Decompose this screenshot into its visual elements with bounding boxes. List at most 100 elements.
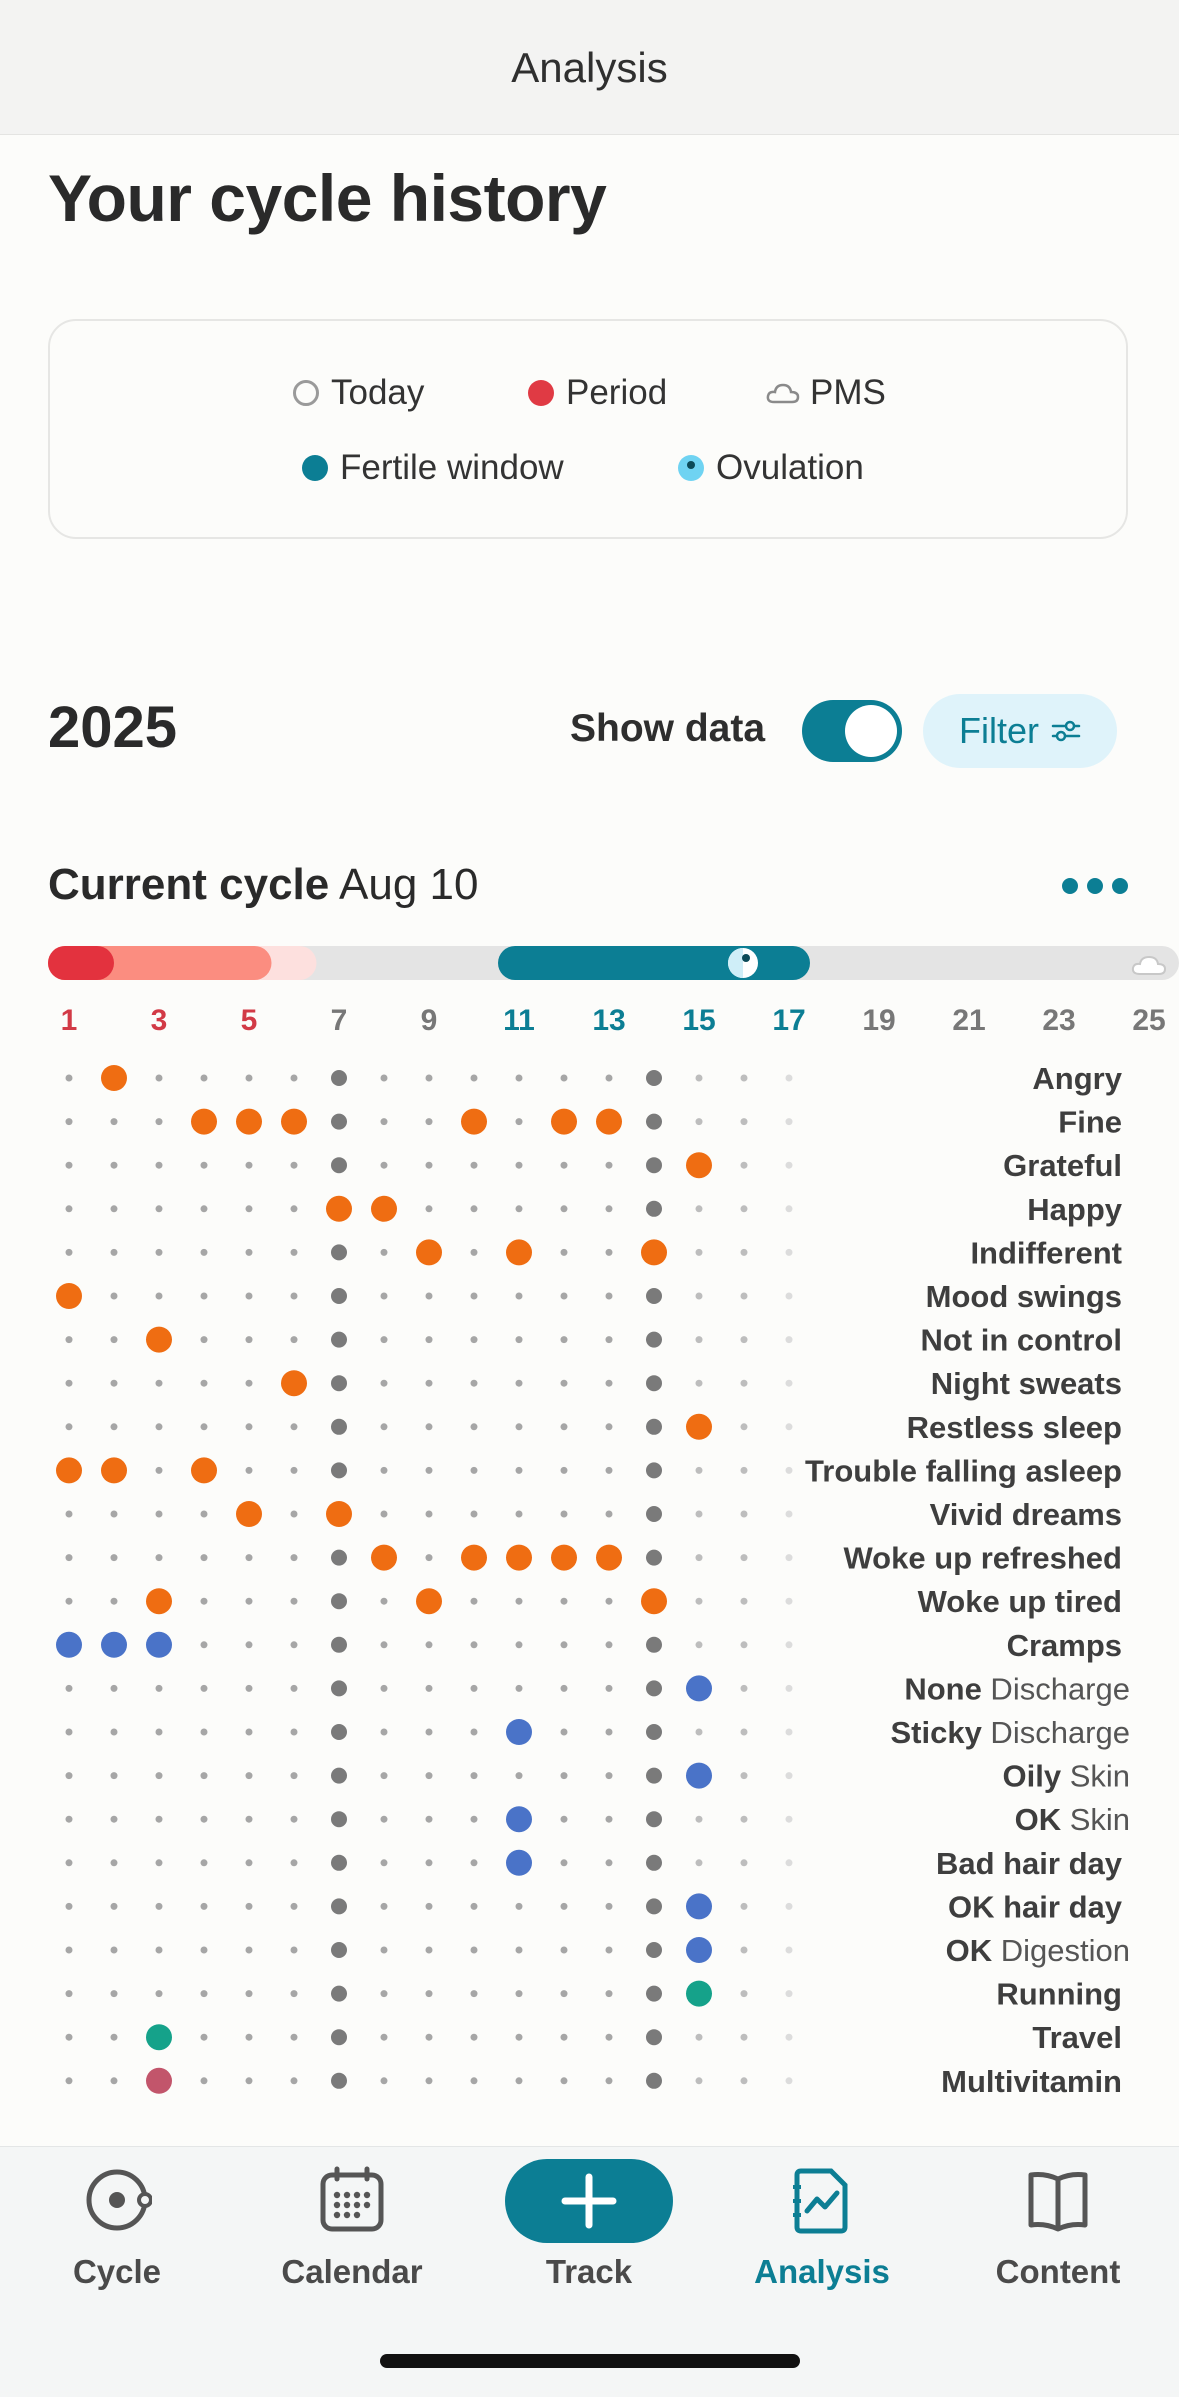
empty-dot <box>605 1772 613 1780</box>
empty-dot <box>200 1510 208 1518</box>
empty-dot <box>470 1248 478 1256</box>
empty-dot <box>290 1815 298 1823</box>
empty-dot <box>740 1510 748 1518</box>
fertile-segment <box>498 946 810 980</box>
data-point <box>506 1849 532 1876</box>
empty-dot <box>380 1510 388 1518</box>
data-point <box>641 1588 667 1615</box>
data-point <box>551 1544 577 1571</box>
data-point <box>686 1413 712 1440</box>
empty-dot <box>380 1074 388 1082</box>
row-label: Travel <box>1032 2020 1122 2055</box>
marker-dot <box>646 1767 662 1784</box>
empty-dot <box>110 1684 118 1692</box>
empty-dot <box>290 1336 298 1344</box>
empty-dot <box>605 1510 613 1518</box>
data-point <box>326 1501 352 1527</box>
nav-cycle[interactable]: Cycle <box>17 2147 217 2307</box>
empty-dot <box>695 2033 703 2041</box>
empty-dot <box>470 1684 478 1692</box>
day-tick-label: 5 <box>241 1004 258 1037</box>
empty-dot <box>110 1423 118 1431</box>
empty-dot <box>695 1248 703 1256</box>
empty-dot <box>245 1772 253 1780</box>
nav-analysis[interactable]: Analysis <box>722 2147 922 2307</box>
empty-dot <box>560 1815 568 1823</box>
empty-dot <box>560 2033 568 2041</box>
empty-dot <box>65 1248 73 1256</box>
empty-dot <box>200 1597 208 1605</box>
empty-dot <box>785 1161 793 1169</box>
nav-calendar[interactable]: Calendar <box>252 2147 452 2307</box>
empty-dot <box>380 1859 388 1867</box>
empty-dot <box>245 1248 253 1256</box>
empty-dot <box>245 1859 253 1867</box>
empty-dot <box>290 1990 298 1998</box>
more-dots-icon[interactable] <box>1062 872 1128 900</box>
empty-dot <box>740 1205 748 1213</box>
empty-dot <box>290 1772 298 1780</box>
empty-dot <box>245 2077 253 2085</box>
empty-dot <box>245 1379 253 1387</box>
empty-dot <box>200 1161 208 1169</box>
empty-dot <box>380 1292 388 1300</box>
empty-dot <box>515 1641 523 1649</box>
empty-dot <box>425 1859 433 1867</box>
empty-dot <box>110 1205 118 1213</box>
empty-dot <box>560 1990 568 1998</box>
empty-dot <box>65 1902 73 1910</box>
marker-dot <box>331 1157 347 1174</box>
empty-dot <box>515 1990 523 1998</box>
marker-dot <box>331 1244 347 1261</box>
data-point <box>686 1937 712 1963</box>
show-data-toggle[interactable] <box>802 700 902 762</box>
empty-dot <box>65 1074 73 1082</box>
empty-dot <box>695 1379 703 1387</box>
marker-dot <box>646 1070 662 1086</box>
empty-dot <box>740 2033 748 2041</box>
empty-dot <box>245 1728 253 1736</box>
marker-dot <box>331 1288 347 1304</box>
empty-dot <box>245 1423 253 1431</box>
nav-content[interactable]: Content <box>958 2147 1158 2307</box>
marker-dot <box>646 2072 662 2089</box>
day-tick-label: 17 <box>772 1004 805 1037</box>
marker-dot <box>646 1200 662 1217</box>
row-label: None Discharge <box>904 1671 1130 1706</box>
marker-dot <box>331 1942 347 1958</box>
data-point <box>56 1631 82 1658</box>
empty-dot <box>110 1292 118 1300</box>
empty-dot <box>560 1248 568 1256</box>
empty-dot <box>515 1772 523 1780</box>
nav-track[interactable]: Track <box>489 2147 689 2307</box>
empty-dot <box>290 1946 298 1954</box>
empty-dot <box>380 1161 388 1169</box>
empty-dot <box>290 1684 298 1692</box>
empty-dot <box>560 1292 568 1300</box>
empty-dot <box>515 1205 523 1213</box>
data-point <box>686 1675 712 1702</box>
row-label: Happy <box>1027 1192 1123 1227</box>
marker-dot <box>331 2072 347 2089</box>
empty-dot <box>200 1641 208 1649</box>
data-point <box>416 1239 442 1266</box>
data-point <box>146 1631 172 1658</box>
empty-dot <box>155 1423 163 1431</box>
empty-dot <box>110 1161 118 1169</box>
empty-dot <box>425 1554 433 1562</box>
data-point <box>641 1239 667 1266</box>
empty-dot <box>155 1248 163 1256</box>
empty-dot <box>290 1466 298 1474</box>
empty-dot <box>470 1859 478 1867</box>
empty-dot <box>155 1902 163 1910</box>
day-tick-label: 19 <box>862 1004 895 1037</box>
empty-dot <box>470 1074 478 1082</box>
filter-button[interactable]: Filter <box>923 694 1117 768</box>
empty-dot <box>605 1641 613 1649</box>
track-button[interactable] <box>505 2159 673 2243</box>
empty-dot <box>200 2077 208 2085</box>
screen-title: Analysis <box>511 44 668 91</box>
data-point <box>461 1544 487 1571</box>
legend-period: Period <box>528 373 667 413</box>
empty-dot <box>200 1684 208 1692</box>
